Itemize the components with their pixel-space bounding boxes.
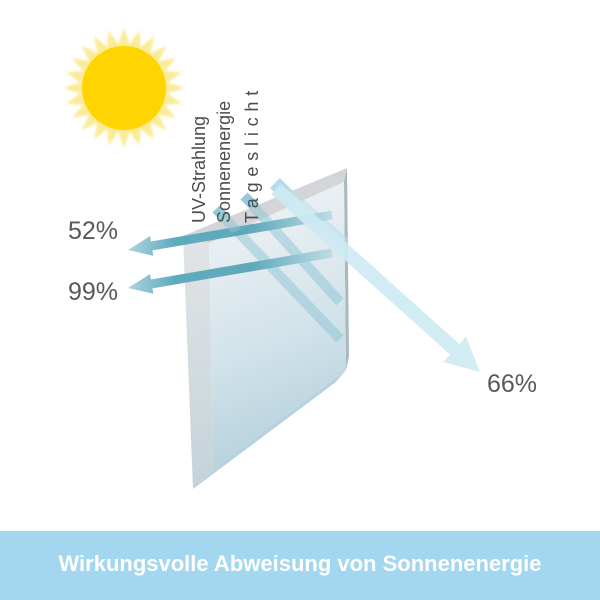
svg-text:Sonnenenergie: Sonnenenergie — [214, 101, 234, 223]
svg-text:UV-Strahlung: UV-Strahlung — [189, 116, 209, 223]
svg-text:52%: 52% — [68, 217, 118, 245]
svg-text:99%: 99% — [68, 278, 118, 306]
svg-text:66%: 66% — [487, 370, 537, 398]
svg-text:Wirkungsvolle Abweisung von So: Wirkungsvolle Abweisung von Sonnenenergi… — [58, 551, 541, 576]
svg-text:Tageslicht: Tageslicht — [242, 85, 262, 223]
